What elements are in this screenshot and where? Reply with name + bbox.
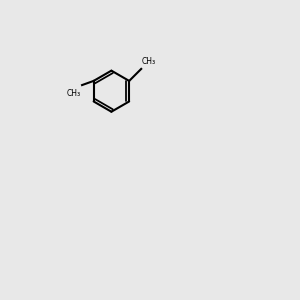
Text: CH₃: CH₃: [142, 57, 156, 66]
Text: CH₃: CH₃: [67, 88, 81, 98]
